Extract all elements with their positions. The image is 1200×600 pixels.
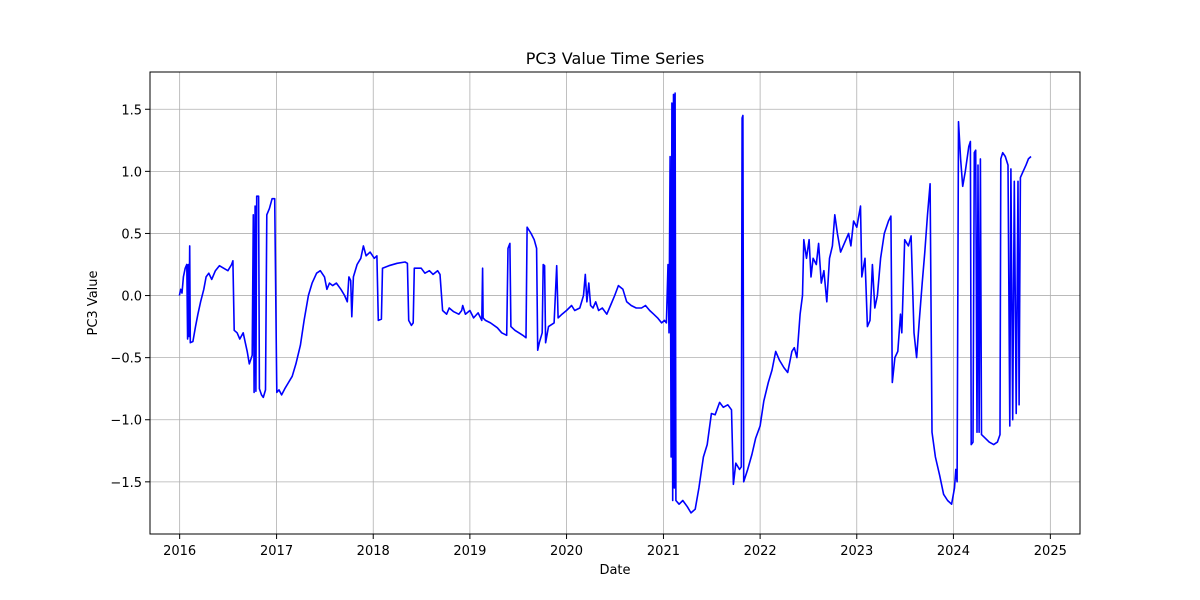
y-tick-label: −1.5 <box>110 476 142 491</box>
y-tick-label: −1.0 <box>110 414 142 429</box>
x-tick-label: 2020 <box>550 544 583 559</box>
y-tick-label: 0.5 <box>121 227 142 242</box>
x-tick-label: 2021 <box>647 544 680 559</box>
y-tick-label: −0.5 <box>110 352 142 367</box>
x-axis-ticks: 2016 2017 2018 2019 2020 2021 2022 2023 2024 2025 <box>163 534 1067 559</box>
x-tick-label: 2017 <box>260 544 293 559</box>
y-axis-label: PC3 Value <box>86 270 101 335</box>
x-axis-label: Date <box>599 563 630 578</box>
x-tick-label: 2025 <box>1034 544 1067 559</box>
x-tick-label: 2023 <box>840 544 873 559</box>
y-tick-label: 1.5 <box>121 103 142 118</box>
y-tick-label: 1.0 <box>121 165 142 180</box>
plot-area-frame <box>149 71 1081 535</box>
chart-title: PC3 Value Time Series <box>526 49 705 68</box>
x-tick-label: 2019 <box>453 544 486 559</box>
x-tick-label: 2022 <box>744 544 777 559</box>
series-line <box>178 92 1032 514</box>
x-tick-label: 2024 <box>937 544 970 559</box>
y-axis-ticks: 1.5 1.0 0.5 0.0 −0.5 −1.0 −1.5 <box>110 103 150 491</box>
x-tick-label: 2018 <box>357 544 390 559</box>
series-layer <box>178 92 1032 514</box>
x-tick-label: 2016 <box>163 544 196 559</box>
y-tick-label: 0.0 <box>121 290 142 305</box>
